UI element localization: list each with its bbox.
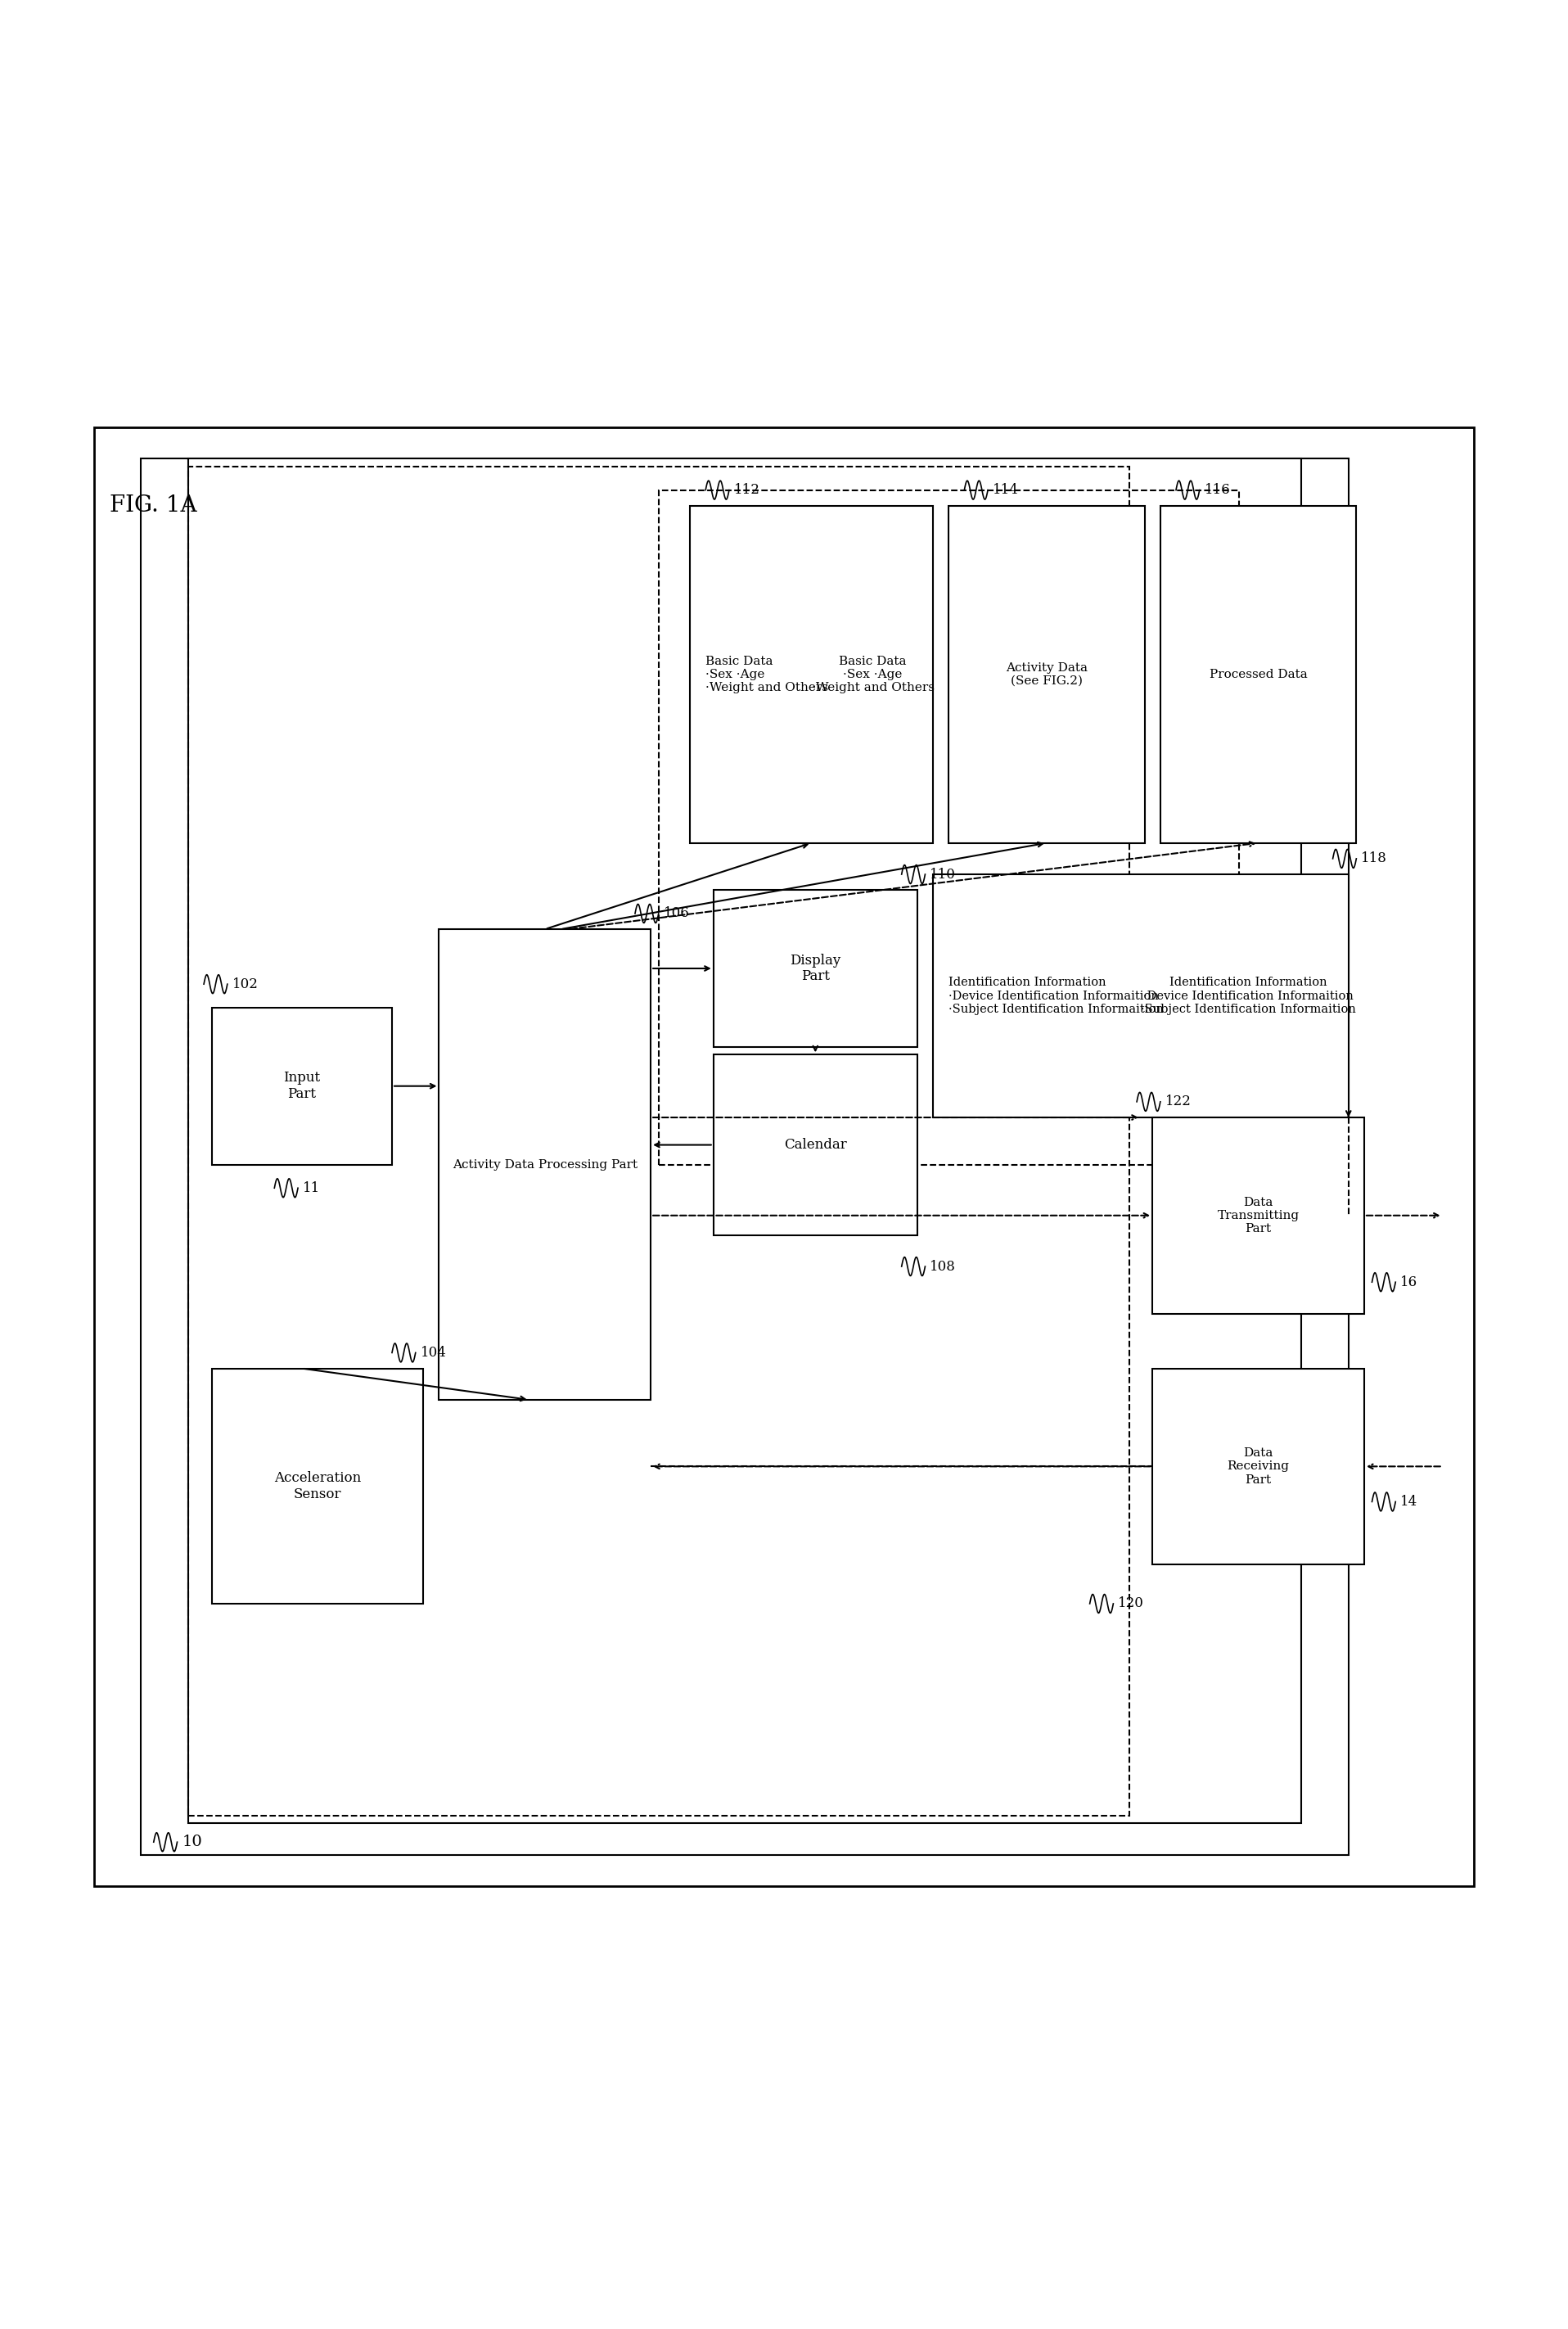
Text: 104: 104	[420, 1346, 447, 1360]
Text: 114: 114	[993, 482, 1019, 496]
Text: Basic Data
·Sex ·Age
·Weight and Others: Basic Data ·Sex ·Age ·Weight and Others	[706, 654, 828, 694]
Text: Activity Data Processing Part: Activity Data Processing Part	[452, 1160, 638, 1169]
Text: Processed Data: Processed Data	[1209, 668, 1308, 680]
Text: 102: 102	[232, 978, 259, 992]
FancyBboxPatch shape	[933, 873, 1348, 1118]
Text: Data
Transmitting
Part: Data Transmitting Part	[1217, 1197, 1300, 1234]
Text: 108: 108	[930, 1260, 956, 1274]
FancyBboxPatch shape	[713, 1055, 917, 1234]
Text: 14: 14	[1400, 1495, 1417, 1509]
FancyBboxPatch shape	[949, 505, 1145, 843]
Text: 106: 106	[663, 906, 690, 920]
FancyBboxPatch shape	[1152, 1118, 1364, 1314]
FancyBboxPatch shape	[690, 505, 933, 843]
Text: 10: 10	[182, 1835, 202, 1849]
FancyBboxPatch shape	[1152, 1369, 1364, 1565]
Text: Basic Data
·Sex ·Age
·Weight and Others: Basic Data ·Sex ·Age ·Weight and Others	[812, 654, 935, 694]
FancyBboxPatch shape	[1160, 505, 1356, 843]
Text: 120: 120	[1118, 1598, 1145, 1612]
FancyBboxPatch shape	[212, 1369, 423, 1605]
Text: Identification Information
·Device Identification Informaition
·Subject Identifi: Identification Information ·Device Ident…	[949, 976, 1163, 1015]
Text: 112: 112	[734, 482, 760, 496]
Text: Calendar: Calendar	[784, 1139, 847, 1153]
FancyBboxPatch shape	[141, 459, 1348, 1854]
FancyBboxPatch shape	[439, 929, 651, 1400]
FancyBboxPatch shape	[212, 1008, 392, 1164]
Text: 11: 11	[303, 1181, 320, 1195]
FancyBboxPatch shape	[188, 459, 1301, 1824]
Text: 116: 116	[1204, 482, 1231, 496]
FancyBboxPatch shape	[659, 489, 1239, 1164]
Text: 118: 118	[1361, 852, 1388, 866]
FancyBboxPatch shape	[94, 426, 1474, 1886]
Text: FIG. 1A: FIG. 1A	[110, 494, 198, 517]
FancyBboxPatch shape	[713, 890, 917, 1046]
Text: 122: 122	[1165, 1095, 1192, 1109]
Text: Acceleration
Sensor: Acceleration Sensor	[274, 1472, 361, 1500]
Text: Display
Part: Display Part	[790, 953, 840, 983]
Text: Activity Data
(See FIG.2): Activity Data (See FIG.2)	[1005, 661, 1088, 687]
Text: Input
Part: Input Part	[284, 1071, 320, 1102]
Text: 16: 16	[1400, 1276, 1417, 1288]
Text: Identification Information
·Device Identification Informaition
·Subject Identifi: Identification Information ·Device Ident…	[1140, 976, 1356, 1015]
Text: 110: 110	[930, 866, 956, 880]
Text: Data
Receiving
Part: Data Receiving Part	[1228, 1446, 1289, 1486]
